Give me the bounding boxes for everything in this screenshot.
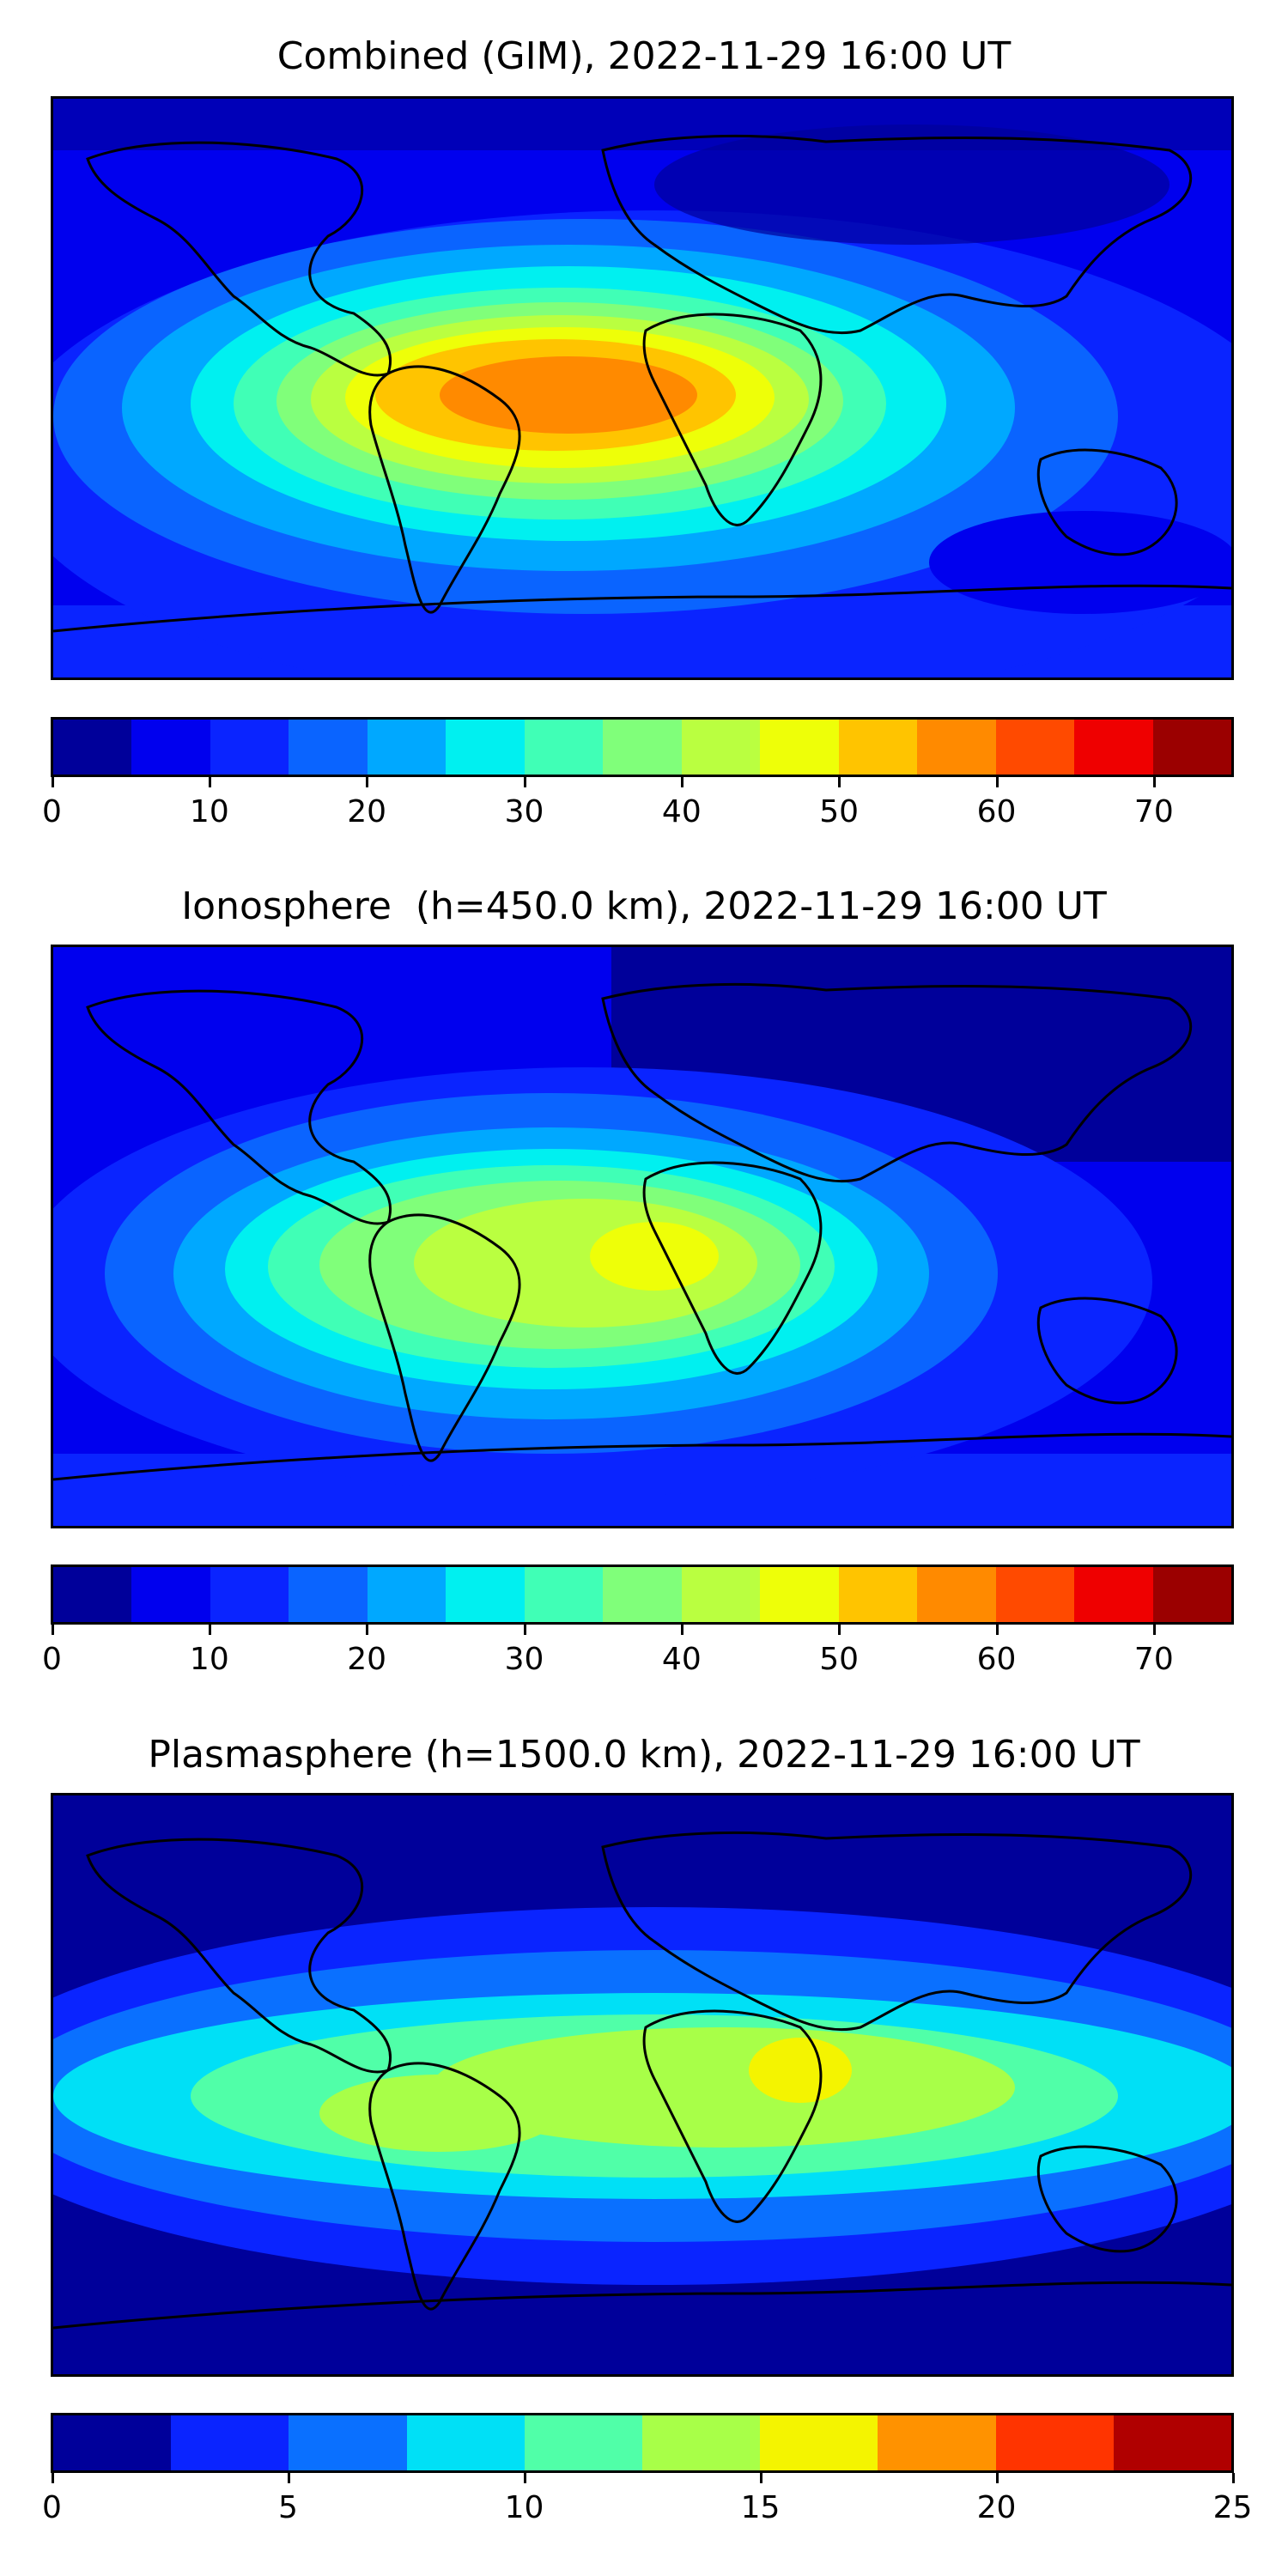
colorbar-segment — [995, 2415, 1114, 2470]
colorbar-segment — [289, 720, 368, 775]
colorbar-tick — [1152, 777, 1156, 787]
panel-2-colorbar-ticks: 0 10 20 30 40 50 60 70 — [42, 1625, 1234, 1677]
colorbar-segment — [406, 2415, 525, 2470]
colorbar-tick-label: 0 — [42, 794, 62, 829]
colorbar-tick-label: 10 — [504, 2490, 544, 2525]
coastlines — [53, 1831, 1231, 2330]
colorbar-segment — [53, 1567, 132, 1622]
colorbar-tick-label: 20 — [976, 2490, 1017, 2525]
colorbar-tick-label: 70 — [1133, 794, 1174, 829]
colorbar-segment — [171, 2415, 289, 2470]
colorbar-tick-label: 60 — [976, 1642, 1017, 1677]
colorbar-tick — [838, 1625, 841, 1635]
colorbar-tick — [1231, 2473, 1235, 2483]
colorbar-segment — [838, 1567, 918, 1622]
colorbar-tick-label: 5 — [278, 2490, 298, 2525]
colorbar-tick-label: 25 — [1212, 2490, 1253, 2525]
colorbar-tick — [838, 777, 841, 787]
colorbar-segment — [367, 720, 447, 775]
colorbar-tick — [51, 1625, 54, 1635]
colorbar-segment — [210, 1567, 289, 1622]
panel-1-colorbar-ticks: 0 10 20 30 40 50 60 70 — [42, 777, 1234, 829]
colorbar-segment — [53, 720, 132, 775]
colorbar-tick-label: 70 — [1133, 1642, 1174, 1677]
colorbar-tick-label: 30 — [504, 1642, 544, 1677]
colorbar-tick-label: 0 — [42, 2490, 62, 2525]
colorbar-tick-label: 20 — [347, 794, 387, 829]
colorbar-segment — [524, 2415, 643, 2470]
coastlines — [53, 982, 1231, 1481]
colorbar-tick-label: 40 — [661, 794, 702, 829]
colorbar-segment — [995, 1567, 1075, 1622]
colorbar-segment — [917, 720, 996, 775]
colorbar-tick — [51, 777, 54, 787]
colorbar-tick — [759, 2473, 762, 2483]
colorbar-segment — [289, 1567, 368, 1622]
colorbar-tick — [995, 1625, 999, 1635]
colorbar-tick — [523, 777, 526, 787]
colorbar-segment — [210, 720, 289, 775]
colorbar-segment — [1074, 720, 1153, 775]
colorbar-segment — [995, 720, 1075, 775]
colorbar-segment — [603, 1567, 682, 1622]
colorbar-segment — [878, 2415, 996, 2470]
plasmasphere-map — [51, 1793, 1234, 2377]
colorbar-segment — [131, 1567, 210, 1622]
colorbar-segment — [446, 1567, 525, 1622]
colorbar-tick — [51, 2473, 54, 2483]
panel-2-colorbar — [51, 1564, 1234, 1625]
colorbar-segment — [603, 720, 682, 775]
colorbar-segment — [446, 720, 525, 775]
colorbar-segment — [760, 720, 839, 775]
colorbar-segment — [367, 1567, 447, 1622]
colorbar-tick — [208, 1625, 211, 1635]
colorbar-segment — [917, 1567, 996, 1622]
colorbar-tick — [995, 777, 999, 787]
colorbar-tick-label: 50 — [819, 794, 860, 829]
colorbar-tick — [995, 2473, 999, 2483]
colorbar-tick-label: 0 — [42, 1642, 62, 1677]
colorbar-tick — [680, 1625, 683, 1635]
panel-1-colorbar — [51, 717, 1234, 777]
colorbar-tick — [1152, 1625, 1156, 1635]
colorbar-segment — [53, 2415, 172, 2470]
colorbar-tick-label: 30 — [504, 794, 544, 829]
colorbar-tick-label: 60 — [976, 794, 1017, 829]
colorbar-segment — [1074, 1567, 1153, 1622]
panel-1-title: Combined (GIM), 2022-11-29 16:00 UT — [276, 34, 1012, 78]
coastlines — [53, 134, 1231, 633]
colorbar-tick — [287, 2473, 290, 2483]
colorbar-tick — [523, 1625, 526, 1635]
panel-3-colorbar — [51, 2413, 1234, 2473]
colorbar-tick — [208, 777, 211, 787]
colorbar-segment — [681, 720, 761, 775]
colorbar-tick-label: 10 — [189, 1642, 229, 1677]
colorbar-segment — [1152, 720, 1232, 775]
colorbar-tick — [680, 777, 683, 787]
colorbar-tick-label: 20 — [347, 1642, 387, 1677]
colorbar-segment — [681, 1567, 761, 1622]
panel-3-title: Plasmasphere (h=1500.0 km), 2022-11-29 1… — [148, 1733, 1140, 1777]
colorbar-segment — [524, 1567, 604, 1622]
colorbar-segment — [760, 2415, 878, 2470]
colorbar-tick-label: 40 — [661, 1642, 702, 1677]
colorbar-segment — [760, 1567, 839, 1622]
colorbar-tick — [366, 1625, 369, 1635]
colorbar-segment — [838, 720, 918, 775]
panel-2-title: Ionosphere (h=450.0 km), 2022-11-29 16:0… — [181, 884, 1107, 928]
colorbar-tick-label: 50 — [819, 1642, 860, 1677]
combined-gim-map — [51, 96, 1234, 680]
colorbar-segment — [1113, 2415, 1232, 2470]
colorbar-segment — [131, 720, 210, 775]
colorbar-tick — [523, 2473, 526, 2483]
colorbar-tick-label: 15 — [740, 2490, 781, 2525]
colorbar-tick-label: 10 — [189, 794, 229, 829]
panel-3-colorbar-ticks: 0 5 10 15 20 25 — [42, 2473, 1252, 2525]
colorbar-tick — [366, 777, 369, 787]
colorbar-segment — [1152, 1567, 1232, 1622]
colorbar-segment — [289, 2415, 407, 2470]
colorbar-segment — [524, 720, 604, 775]
ionosphere-map — [51, 945, 1234, 1528]
colorbar-segment — [642, 2415, 761, 2470]
